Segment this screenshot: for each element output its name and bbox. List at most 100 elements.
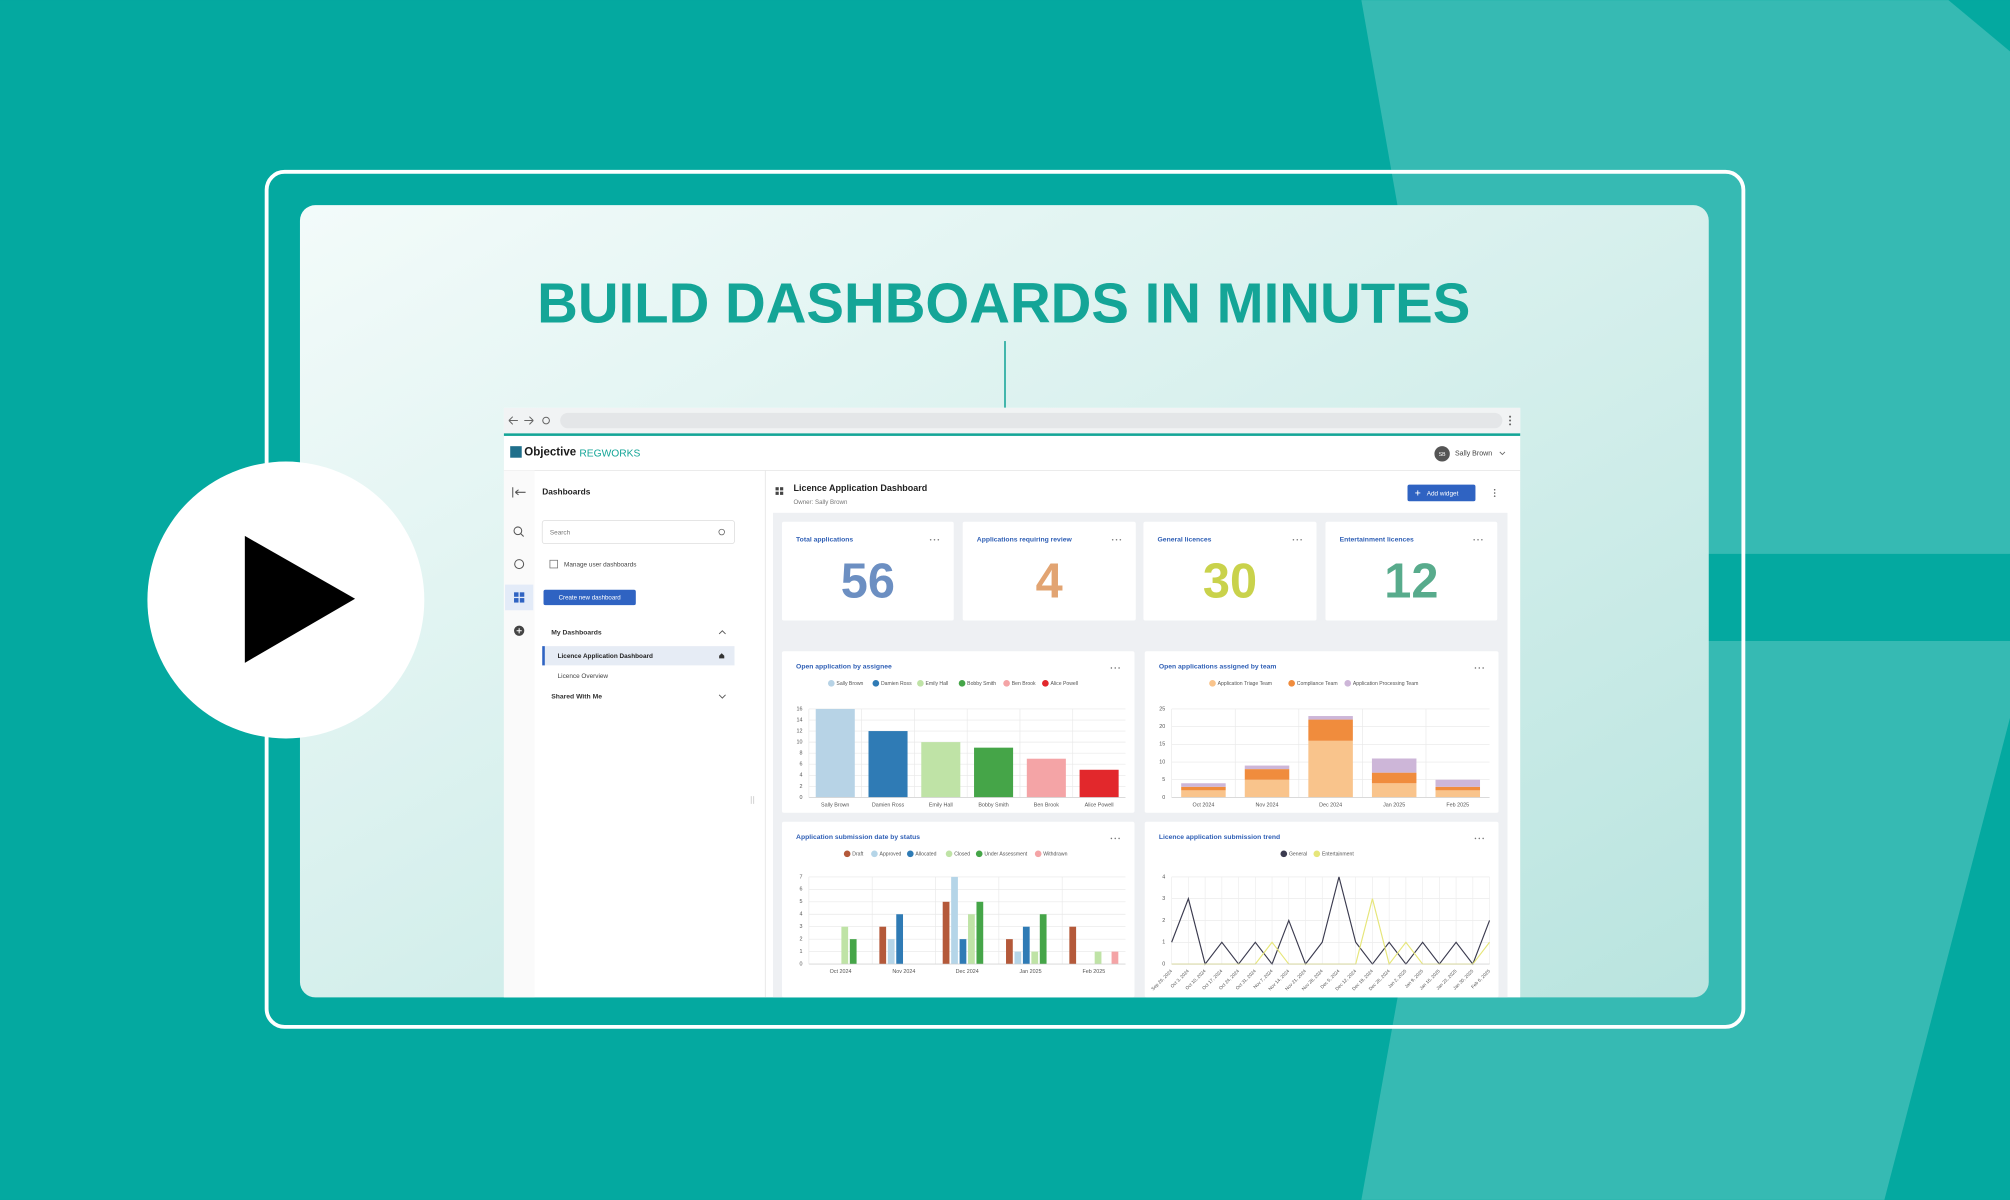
bar xyxy=(868,731,908,798)
x-tick-label: Bobby Smith xyxy=(978,803,1008,809)
selected-item-bg xyxy=(542,646,735,666)
x-tick-label: Oct 2024 xyxy=(1193,803,1215,809)
legend-label: Sally Brown xyxy=(836,681,863,687)
avatar[interactable] xyxy=(1434,446,1450,462)
menu-dot xyxy=(1111,538,1114,541)
menu-dot xyxy=(1482,667,1484,669)
bar xyxy=(951,876,958,965)
menu-dot xyxy=(929,538,932,541)
x-tick-label: Ben Brook xyxy=(1034,803,1059,809)
chart-title: Open application by assignee xyxy=(796,663,892,670)
reload-icon[interactable] xyxy=(542,416,550,425)
y-tick-label: 12 xyxy=(796,728,802,734)
legend-swatch xyxy=(945,850,953,858)
manage-label: Manage user dashboards xyxy=(564,561,636,568)
menu-dot xyxy=(933,538,936,541)
legend-label: Damien Ross xyxy=(881,681,912,687)
bar-segment xyxy=(1244,769,1290,780)
legend-swatch xyxy=(1003,679,1010,687)
legend-swatch xyxy=(1042,679,1049,687)
y-tick-label: 8 xyxy=(799,751,802,757)
kpi-label: Entertainment licences xyxy=(1340,537,1414,544)
legend-label: Under Assessment xyxy=(984,852,1027,858)
kpi-card xyxy=(962,521,1136,621)
legend-label: Application Processing Team xyxy=(1353,681,1419,687)
kpi-card xyxy=(1325,521,1498,621)
y-tick-label: 0 xyxy=(799,961,802,967)
legend-label: Compliance Team xyxy=(1297,681,1338,687)
x-tick-label: Nov 2024 xyxy=(892,969,915,975)
legend-label: Approved xyxy=(880,852,902,858)
kpi-value: 4 xyxy=(1036,554,1063,608)
section-heading[interactable]: Shared With Me xyxy=(551,694,602,701)
legend-swatch xyxy=(975,850,983,858)
section-heading[interactable]: My Dashboards xyxy=(551,629,602,636)
bar xyxy=(1014,951,1022,965)
bar-segment xyxy=(1308,719,1353,741)
bar-segment xyxy=(1181,783,1226,787)
add-widget-label: Add widget xyxy=(1427,490,1459,497)
bar-segment xyxy=(1181,786,1226,791)
menu-dot xyxy=(1119,538,1122,541)
menu-dot xyxy=(1114,837,1117,840)
bar xyxy=(1031,951,1039,965)
chart-title: Open applications assigned by team xyxy=(1159,663,1277,670)
y-tick-label: 16 xyxy=(796,706,802,712)
kpi-card xyxy=(781,521,954,621)
chart-title: Licence application submission trend xyxy=(1159,834,1280,841)
dashboard-title: Licence Application Dashboard xyxy=(793,483,927,493)
bar-segment xyxy=(1371,783,1417,798)
chart-card xyxy=(1144,821,1499,998)
legend-label: Application Triage Team xyxy=(1218,681,1272,687)
bar xyxy=(1079,769,1119,798)
bar-segment xyxy=(1244,765,1290,770)
create-button[interactable] xyxy=(543,589,636,606)
menu-dot xyxy=(937,538,940,541)
search-box[interactable] xyxy=(541,520,735,544)
y-tick-label: 3 xyxy=(799,924,802,930)
dashboards-icon[interactable] xyxy=(519,598,525,603)
brand: Objective xyxy=(524,447,576,459)
dashboard-item[interactable]: Licence Application Dashboard xyxy=(558,653,653,660)
search-icon[interactable] xyxy=(520,532,525,537)
bar-segment xyxy=(1308,740,1353,798)
menu-dot xyxy=(1296,538,1299,541)
bar xyxy=(849,939,857,965)
y-tick-label: 4 xyxy=(799,912,802,918)
y-tick-label: 4 xyxy=(799,773,802,779)
address-bar[interactable] xyxy=(560,412,1503,429)
checkbox[interactable] xyxy=(549,559,559,569)
menu-dot xyxy=(1118,667,1120,669)
y-tick-label: 25 xyxy=(1159,706,1165,712)
history-icon[interactable] xyxy=(514,559,525,570)
menu-dot xyxy=(1477,538,1479,541)
bar xyxy=(1039,914,1047,965)
kpi-label: Applications requiring review xyxy=(977,537,1073,544)
bar-segment xyxy=(1181,790,1226,798)
app-accent xyxy=(503,433,1521,436)
add-widget-button[interactable] xyxy=(1407,484,1476,502)
legend-swatch xyxy=(843,850,851,858)
x-tick-label: Damien Ross xyxy=(872,803,905,809)
menu-dot xyxy=(1115,538,1118,541)
menu-dot xyxy=(1474,837,1477,840)
legend-label: Ben Brook xyxy=(1012,681,1036,687)
legend-label: Entertainment xyxy=(1322,852,1354,858)
bar xyxy=(1022,926,1030,965)
y-tick-label: 14 xyxy=(796,717,802,723)
menu-dot xyxy=(1292,538,1295,541)
legend-label: Closed xyxy=(954,852,970,858)
legend-swatch xyxy=(906,850,914,858)
kpi-label: General licences xyxy=(1158,537,1212,544)
user-name[interactable]: Sally Brown xyxy=(1455,451,1492,458)
dashboard-item[interactable]: Licence Overview xyxy=(558,673,609,680)
legend-swatch xyxy=(1288,679,1295,687)
x-tick-label: Dec 2024 xyxy=(1319,803,1342,809)
y-tick-label: 10 xyxy=(796,740,802,746)
collapse-icon[interactable] xyxy=(512,487,526,498)
menu-dot xyxy=(1478,837,1481,840)
legend-swatch xyxy=(1034,850,1042,858)
y-tick-label: 0 xyxy=(1162,795,1165,801)
nav-arrows[interactable] xyxy=(508,416,534,425)
